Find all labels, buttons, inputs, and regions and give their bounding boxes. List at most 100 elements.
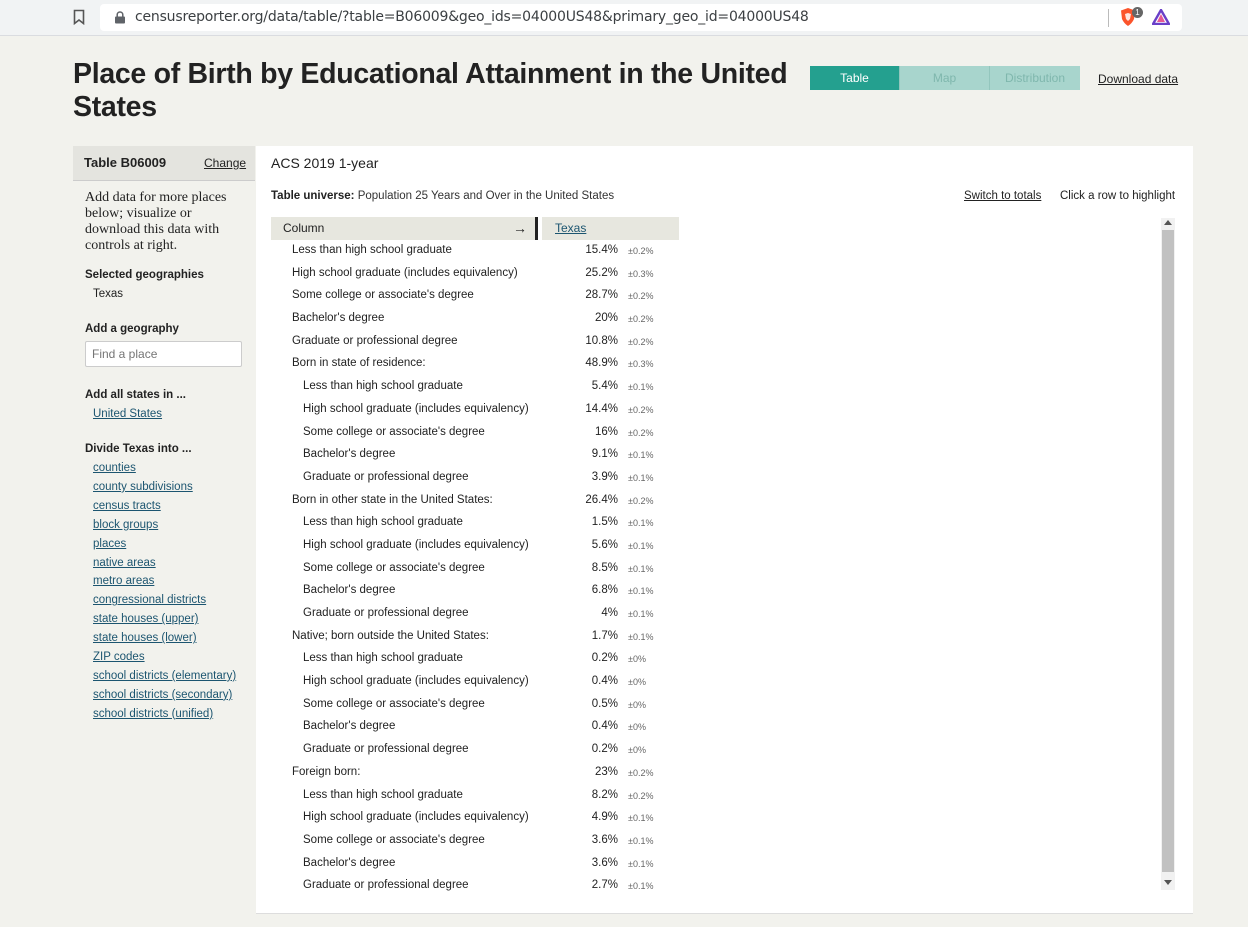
divide-link[interactable]: congressional districts (93, 594, 207, 607)
divider (1108, 9, 1109, 27)
table-row[interactable]: Born in state of residence: 48.9% ±0.3% (271, 353, 681, 376)
table-row[interactable]: Graduate or professional degree 2.7% ±0.1% (271, 875, 681, 898)
row-margin-of-error: ±0.1% (628, 813, 654, 824)
table-row[interactable]: Bachelor's degree 3.6% ±0.1% (271, 853, 681, 876)
dataset-label: ACS 2019 1-year (271, 155, 379, 171)
table-row[interactable]: Less than high school graduate 8.2% ±0.2% (271, 785, 681, 808)
divide-link[interactable]: ZIP codes (93, 651, 145, 663)
table-row[interactable]: High school graduate (includes equivalen… (271, 263, 681, 286)
scrollbar[interactable] (1161, 218, 1175, 890)
table-row[interactable]: Less than high school graduate 1.5% ±0.1% (271, 512, 681, 535)
row-value: 8.5% (591, 561, 618, 574)
row-label: Less than high school graduate (292, 244, 452, 256)
row-label: Less than high school graduate (303, 516, 463, 529)
change-table-link[interactable]: Change (204, 156, 247, 170)
row-value: 16% (594, 425, 618, 438)
row-value: 0.2% (591, 743, 618, 756)
table-row[interactable]: Some college or associate's degree 8.5% ±0… (271, 558, 681, 581)
data-panel: ACS 2019 1-year Table universe: Populati… (256, 146, 1193, 914)
row-margin-of-error: ±0.2% (628, 314, 654, 325)
switch-to-totals-link[interactable]: Switch to totals (964, 190, 1042, 202)
table-row[interactable]: High school graduate (includes equivalen… (271, 399, 681, 422)
row-label: Graduate or professional degree (292, 334, 458, 347)
row-value: 2.7% (591, 879, 618, 892)
row-margin-of-error: ±0.2% (628, 427, 654, 438)
row-label: Bachelor's degree (303, 856, 396, 869)
divide-link[interactable]: state houses (upper) (93, 613, 199, 626)
scroll-down-icon[interactable] (1164, 880, 1172, 885)
divide-link[interactable]: county subdivisions (93, 480, 193, 493)
divide-link[interactable]: block groups (93, 518, 159, 531)
table-row[interactable]: Some college or associate's degree 28.7% ±… (271, 285, 681, 308)
sidebar: Table B06009 Change Add data for more pl… (73, 146, 255, 736)
scroll-up-icon[interactable] (1164, 220, 1172, 225)
row-value: 25.2% (585, 266, 618, 279)
row-margin-of-error: ±0.1% (628, 518, 654, 529)
add-all-us-link[interactable]: United States (93, 408, 163, 420)
row-value: 26.4% (585, 493, 618, 506)
sidebar-intro: Add data for more places below; visualiz… (85, 190, 227, 253)
table-row[interactable]: Bachelor's degree 20% ±0.2% (271, 308, 681, 331)
table-row[interactable]: Native; born outside the United States: 1… (271, 626, 681, 649)
column-header: Column (271, 217, 535, 240)
brave-rewards-icon[interactable] (1152, 9, 1170, 25)
divide-link[interactable]: state houses (lower) (93, 632, 197, 645)
selected-geography: Texas (93, 288, 124, 300)
table-row[interactable]: Less than high school graduate 5.4% ±0.1% (271, 376, 681, 399)
table-row[interactable]: Born in other state in the United States… (271, 490, 681, 513)
place-search-input[interactable] (85, 341, 242, 367)
url-text[interactable]: censusreporter.org/data/table/?table=B06… (135, 9, 809, 25)
row-label: Some college or associate's degree (303, 833, 485, 846)
table-row[interactable]: Graduate or professional degree 10.8% ±0.2… (271, 331, 681, 354)
table-row[interactable]: Bachelor's degree 0.4% ±0% (271, 716, 681, 739)
table-row[interactable]: Some college or associate's degree 3.6% ±0… (271, 830, 681, 853)
row-margin-of-error: ±0.2% (628, 291, 654, 302)
table-row[interactable]: Some college or associate's degree 16% ±0.… (271, 422, 681, 445)
table-row[interactable]: High school graduate (includes equivalen… (271, 671, 681, 694)
table-row[interactable]: High school graduate (includes equivalen… (271, 807, 681, 830)
table-row[interactable]: High school graduate (includes equivalen… (271, 535, 681, 558)
geography-header-link[interactable]: Texas (542, 217, 679, 240)
tab-map[interactable]: Map (900, 66, 990, 90)
table-row[interactable]: Graduate or professional degree 4% ±0.1% (271, 603, 681, 626)
row-margin-of-error: ±0.1% (628, 835, 654, 846)
divide-link[interactable]: places (93, 537, 127, 550)
table-row[interactable]: Bachelor's degree 6.8% ±0.1% (271, 580, 681, 603)
divide-link[interactable]: census tracts (93, 499, 161, 512)
table-row[interactable]: Bachelor's degree 9.1% ±0.1% (271, 444, 681, 467)
address-bar[interactable]: censusreporter.org/data/table/?table=B06… (100, 4, 1182, 31)
add-geography-heading: Add a geography (85, 323, 179, 335)
divide-link[interactable]: native areas (93, 556, 156, 569)
divide-link[interactable]: school districts (unified) (93, 707, 214, 720)
tab-distribution[interactable]: Distribution (990, 66, 1080, 90)
data-rows: Less than high school graduate 15.4% ±0.2%… (271, 240, 681, 898)
row-value: 0.4% (591, 720, 618, 733)
table-universe: Table universe: Population 25 Years and … (271, 190, 614, 202)
divide-link[interactable]: school districts (elementary) (93, 669, 237, 682)
page-title: Place of Birth by Educational Attainment… (73, 58, 788, 123)
download-data-link[interactable]: Download data (1098, 72, 1179, 86)
row-value: 4% (601, 607, 618, 619)
table-row[interactable]: Less than high school graduate 0.2% ±0% (271, 648, 681, 671)
divide-link[interactable]: metro areas (93, 575, 155, 588)
tab-table[interactable]: Table (810, 66, 900, 90)
row-label: Some college or associate's degree (303, 697, 485, 710)
brave-shield-icon[interactable] (1118, 7, 1138, 27)
table-row[interactable]: Graduate or professional degree 0.2% ±0% (271, 739, 681, 762)
arrow-right-icon: → (513, 220, 527, 236)
row-value: 48.9% (585, 357, 618, 370)
divide-link[interactable]: school districts (secondary) (93, 688, 233, 701)
table-row[interactable]: Graduate or professional degree 3.9% ±0.1% (271, 467, 681, 490)
scroll-thumb[interactable] (1162, 230, 1174, 872)
row-value: 1.7% (591, 629, 618, 642)
table-row[interactable]: Less than high school graduate 15.4% ±0.2% (271, 240, 681, 263)
table-row[interactable]: Some college or associate's degree 0.5% ±0… (271, 694, 681, 717)
bookmark-icon[interactable] (73, 9, 85, 25)
universe-label: Table universe: (271, 190, 355, 202)
row-value: 0.4% (591, 675, 618, 688)
row-label: Bachelor's degree (303, 720, 396, 733)
table-row[interactable]: Foreign born: 23% ±0.2% (271, 762, 681, 785)
divide-link[interactable]: counties (93, 462, 136, 474)
row-label: Foreign born: (292, 765, 361, 778)
row-label: Born in other state in the United States… (292, 493, 493, 506)
